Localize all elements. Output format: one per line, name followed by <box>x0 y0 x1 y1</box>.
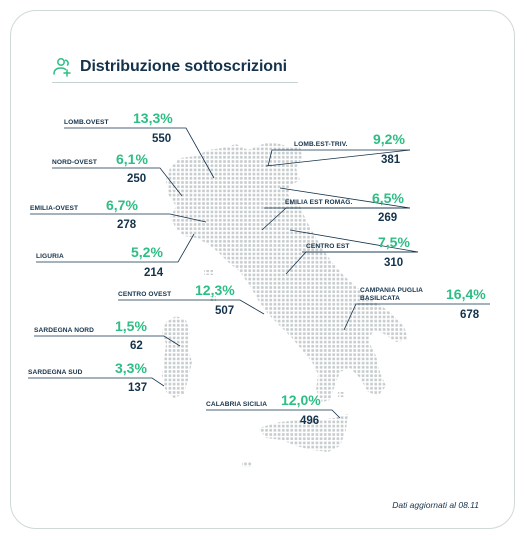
region-count-emilia-est-romag: 269 <box>378 212 398 224</box>
region-pct-liguria: 5,2% <box>131 244 163 260</box>
region-label-lomb-ovest: LOMB.OVEST <box>64 119 109 126</box>
region-count-lomb-est-triv: 381 <box>381 154 401 166</box>
region-label-campania-puglia-basilicata-text: CAMPANIA PUGLIA BASILICATA <box>360 287 423 302</box>
region-label-liguria: LIGURIA <box>36 253 64 260</box>
title-divider <box>52 82 298 83</box>
region-count-liguria: 214 <box>144 267 164 279</box>
region-count-campania-puglia-basilicata: 678 <box>460 309 480 321</box>
leader-lines <box>28 127 419 387</box>
region-pct-centro-est: 7,5% <box>378 234 410 250</box>
card-header: Distribuzione sottoscrizioni <box>52 56 287 78</box>
region-count-lomb-ovest: 550 <box>152 133 172 145</box>
region-pct-emilia-est-romag: 6,5% <box>372 190 404 206</box>
region-count-sardegna-nord: 62 <box>130 340 143 352</box>
region-pct-lomb-ovest: 13,3% <box>133 110 173 126</box>
region-label-sardegna-sud: SARDEGNA SUD <box>28 369 83 376</box>
region-label-centro-ovest: CENTRO OVEST <box>118 291 172 298</box>
region-label-nord-ovest: NORD-OVEST <box>52 159 97 166</box>
region-label-lomb-est-triv: LOMB.EST-TRIV. <box>294 141 348 148</box>
region-pct-nord-ovest: 6,1% <box>116 151 148 167</box>
region-count-emilia-ovest: 278 <box>117 219 137 231</box>
page-title: Distribuzione sottoscrizioni <box>80 58 287 75</box>
region-pct-sardegna-nord: 1,5% <box>115 318 147 334</box>
region-label-sardegna-nord: SARDEGNA NORD <box>34 327 95 334</box>
region-pct-emilia-ovest: 6,7% <box>106 197 138 213</box>
region-count-centro-est: 310 <box>384 257 404 269</box>
region-label-calabria-sicilia: CALABRIA SICILIA <box>206 401 268 408</box>
region-count-calabria-sicilia: 496 <box>300 415 320 427</box>
region-count-nord-ovest: 250 <box>127 173 147 185</box>
update-footnote: Dati aggiornati al 08.11 <box>392 500 479 510</box>
region-count-sardegna-sud: 137 <box>128 382 148 394</box>
region-label-emilia-est-romag: EMILIA EST ROMAG. <box>285 199 353 206</box>
map-dots <box>162 142 408 467</box>
leader-lines-right <box>206 149 490 419</box>
region-pct-centro-ovest: 12,3% <box>195 282 235 298</box>
region-count-centro-ovest: 507 <box>215 305 235 317</box>
region-pct-calabria-sicilia: 12,0% <box>281 392 321 408</box>
region-pct-campania-puglia-basilicata: 16,4% <box>446 286 486 302</box>
region-label-centro-est: CENTRO EST <box>306 243 350 250</box>
region-label-campania-puglia-basilicata: CAMPANIA PUGLIA BASILICATA <box>360 287 430 303</box>
region-pct-sardegna-sud: 3,3% <box>115 360 147 376</box>
region-label-emilia-ovest: EMILIA-OVEST <box>30 205 79 212</box>
users-plus-icon <box>53 58 71 77</box>
region-pct-lomb-est-triv: 9,2% <box>373 131 405 147</box>
